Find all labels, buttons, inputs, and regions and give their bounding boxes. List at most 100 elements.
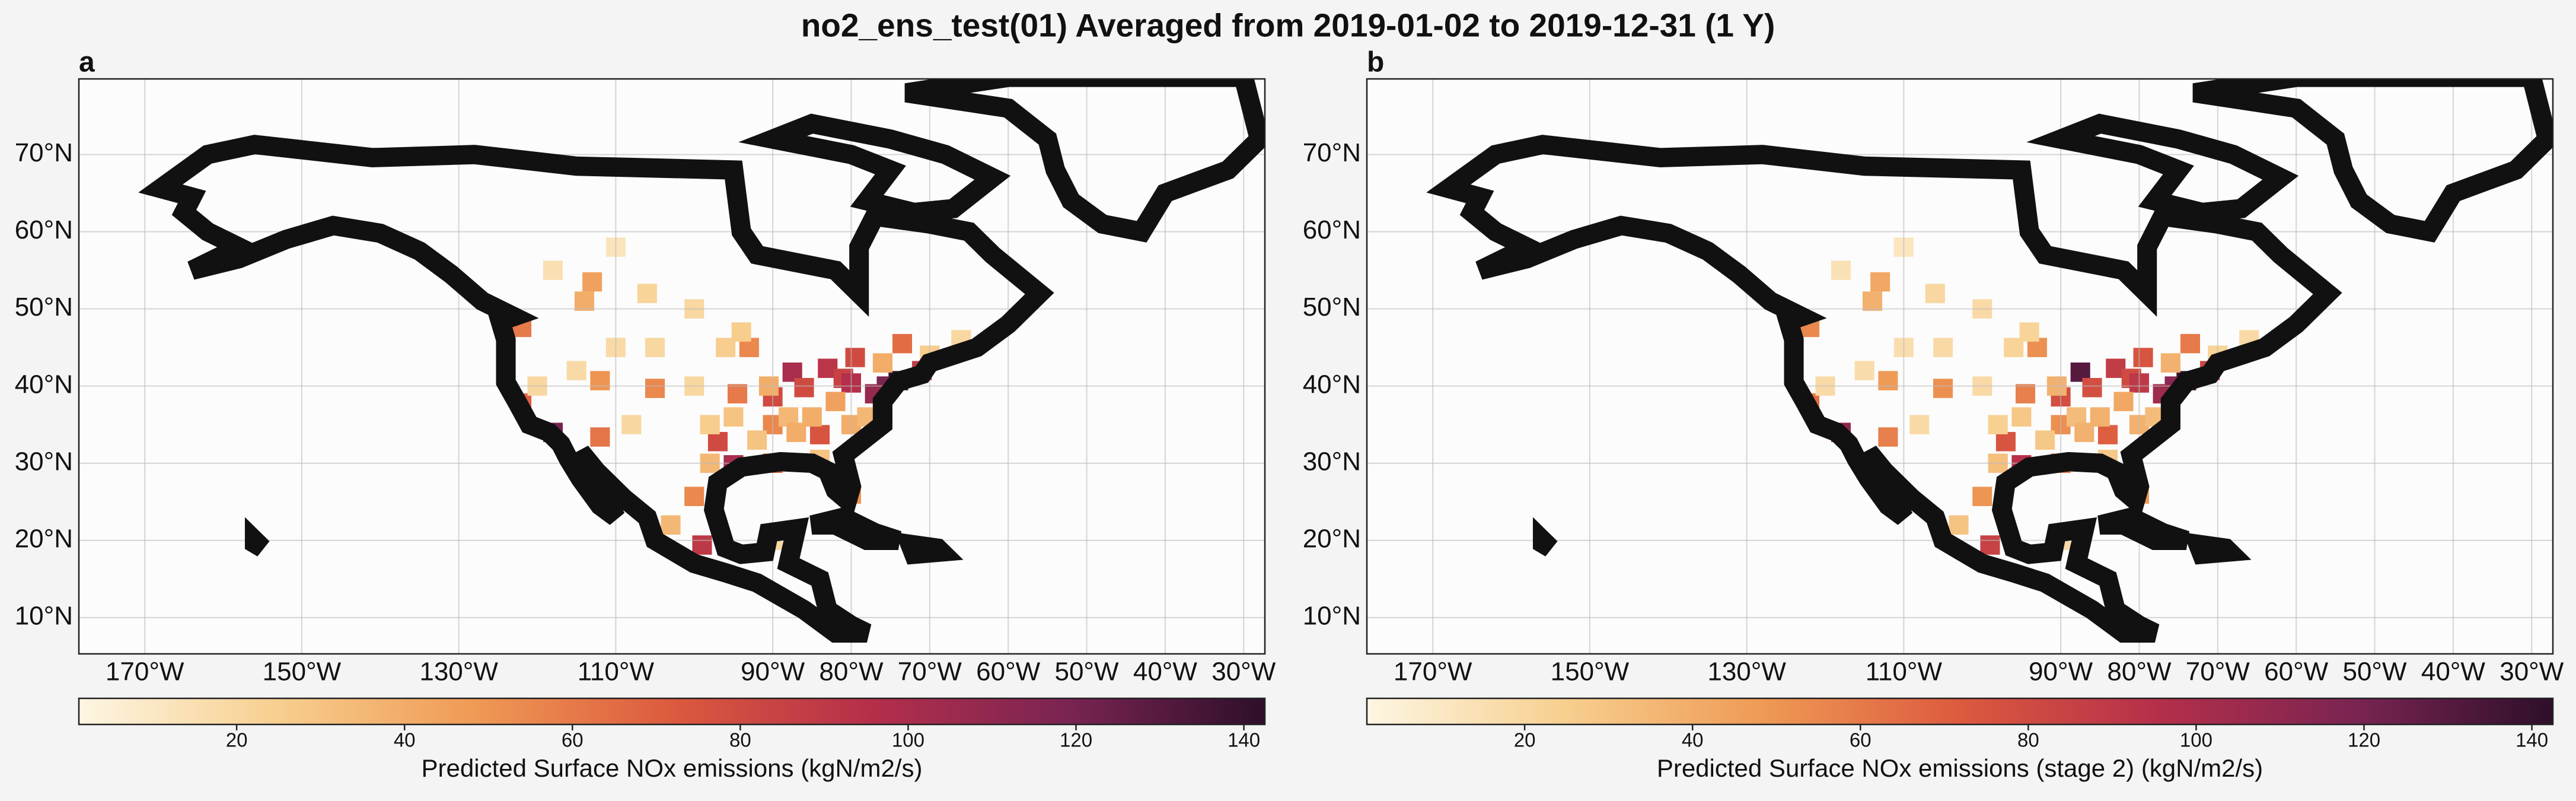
emission-cell bbox=[2082, 378, 2102, 398]
y-tick-label: 30°N bbox=[15, 447, 73, 476]
figure-title: no2_ens_test(01) Averaged from 2019-01-0… bbox=[801, 7, 1775, 44]
map-content bbox=[1367, 79, 2553, 654]
colorbar-tick-label: 120 bbox=[2348, 729, 2380, 751]
x-tick-label: 70°W bbox=[2186, 657, 2250, 686]
emission-cell bbox=[590, 427, 610, 447]
emission-cell bbox=[1870, 272, 1890, 292]
y-tick-label: 40°N bbox=[15, 370, 73, 399]
emission-cell bbox=[1972, 487, 1992, 506]
emission-cell bbox=[566, 361, 586, 380]
y-tick-label: 40°N bbox=[1303, 370, 1361, 399]
x-tick-label: 80°W bbox=[2107, 657, 2172, 686]
emission-cell bbox=[2097, 425, 2118, 444]
emission-cell bbox=[747, 430, 767, 450]
colorbar-tick-label: 100 bbox=[2180, 729, 2212, 751]
emission-cell bbox=[1933, 379, 1953, 398]
emission-cell bbox=[2035, 430, 2055, 450]
x-tick-label: 30°W bbox=[2500, 657, 2564, 686]
x-tick-label: 150°W bbox=[263, 657, 342, 686]
emission-cell bbox=[1878, 427, 1898, 447]
y-tick-label: 20°N bbox=[15, 524, 73, 553]
emission-cell bbox=[692, 535, 712, 555]
colorbar-tick-label: 20 bbox=[226, 729, 248, 751]
x-tick-label: 90°W bbox=[741, 657, 805, 686]
x-tick-label: 30°W bbox=[1212, 657, 1276, 686]
colorbar-tick-label: 120 bbox=[1060, 729, 1092, 751]
emission-cell bbox=[731, 322, 751, 342]
emission-cell bbox=[2019, 322, 2039, 342]
emission-cell bbox=[825, 392, 846, 411]
emission-cell bbox=[892, 333, 913, 354]
emission-cell bbox=[2074, 422, 2094, 442]
emission-cell bbox=[794, 378, 814, 398]
y-tick-label: 60°N bbox=[15, 215, 73, 244]
emission-cell bbox=[2011, 407, 2032, 427]
emission-cell bbox=[707, 432, 728, 452]
y-tick-label: 50°N bbox=[1303, 293, 1361, 322]
x-tick-label: 150°W bbox=[1551, 657, 1630, 686]
emission-cell bbox=[2113, 392, 2134, 411]
x-tick-label: 170°W bbox=[106, 657, 184, 686]
y-tick-label: 30°N bbox=[1303, 447, 1361, 476]
x-tick-label: 130°W bbox=[419, 657, 498, 686]
map-panel: b 170°W 150°W 130°W 110°W 90°W 80°W 70°W 60°W 50°… bbox=[1303, 47, 2564, 782]
emission-cell bbox=[700, 415, 720, 434]
map-content bbox=[79, 79, 1265, 654]
emission-cell bbox=[661, 515, 681, 535]
x-tick-label: 110°W bbox=[578, 657, 655, 686]
colorbar-tick-label: 60 bbox=[562, 729, 584, 751]
emission-cell bbox=[1980, 535, 2000, 555]
emission-cell bbox=[1949, 515, 1969, 535]
map-panel: a 170°W 150°W 130°W 110°W 90°W 80°W 70°W 60°W 50°… bbox=[15, 47, 1276, 782]
emission-cell bbox=[645, 338, 665, 357]
colorbar-label: Predicted Surface NOx emissions (stage 2… bbox=[1657, 754, 2263, 782]
x-tick-label: 130°W bbox=[1707, 657, 1786, 686]
emission-cell bbox=[845, 348, 865, 367]
x-tick-label: 40°W bbox=[2421, 657, 2486, 686]
y-tick-label: 10°N bbox=[15, 601, 73, 630]
x-tick-label: 50°W bbox=[2342, 657, 2407, 686]
emission-cell bbox=[809, 425, 830, 444]
emission-cell bbox=[2015, 384, 2036, 403]
colorbar-tick-label: 40 bbox=[394, 729, 416, 751]
map-frame bbox=[78, 78, 1266, 655]
y-tick-label: 10°N bbox=[1303, 601, 1361, 630]
x-tick-label: 70°W bbox=[898, 657, 962, 686]
emission-cell bbox=[1933, 338, 1953, 357]
x-tick-label: 110°W bbox=[1866, 657, 1943, 686]
x-tick-label: 50°W bbox=[1054, 657, 1119, 686]
panel-label: b bbox=[1367, 47, 1384, 78]
x-tick-label: 60°W bbox=[976, 657, 1041, 686]
emission-cell bbox=[1925, 284, 1945, 303]
colorbar-label: Predicted Surface NOx emissions (kgN/m2/… bbox=[422, 754, 923, 782]
emission-cell bbox=[621, 415, 642, 434]
y-tick-label: 50°N bbox=[15, 293, 73, 322]
emission-cell bbox=[2160, 353, 2180, 373]
x-tick-label: 60°W bbox=[2264, 657, 2329, 686]
emission-cell bbox=[543, 260, 563, 280]
panel-label: a bbox=[79, 47, 95, 78]
colorbar-tick-label: 20 bbox=[1514, 729, 1536, 751]
x-tick-label: 80°W bbox=[819, 657, 884, 686]
emission-cell bbox=[1909, 415, 1930, 434]
emission-cell bbox=[723, 407, 744, 427]
colorbar-tick-label: 100 bbox=[892, 729, 924, 751]
colorbar-tick-label: 140 bbox=[2516, 729, 2548, 751]
emission-cell bbox=[582, 272, 602, 292]
emission-cell bbox=[637, 284, 657, 303]
emission-cell bbox=[1878, 371, 1898, 390]
emission-cell bbox=[1862, 291, 1882, 311]
x-tick-label: 40°W bbox=[1133, 657, 1198, 686]
emission-cell bbox=[684, 487, 704, 506]
y-tick-label: 70°N bbox=[1303, 138, 1361, 167]
colorbar-tick-label: 80 bbox=[2017, 729, 2039, 751]
emission-cell bbox=[1854, 361, 1874, 380]
emission-cell bbox=[872, 353, 892, 373]
colorbar-tick-label: 80 bbox=[729, 729, 751, 751]
y-tick-label: 20°N bbox=[1303, 524, 1361, 553]
x-tick-label: 90°W bbox=[2029, 657, 2093, 686]
emission-cell bbox=[786, 422, 806, 442]
map-frame bbox=[1366, 78, 2554, 655]
